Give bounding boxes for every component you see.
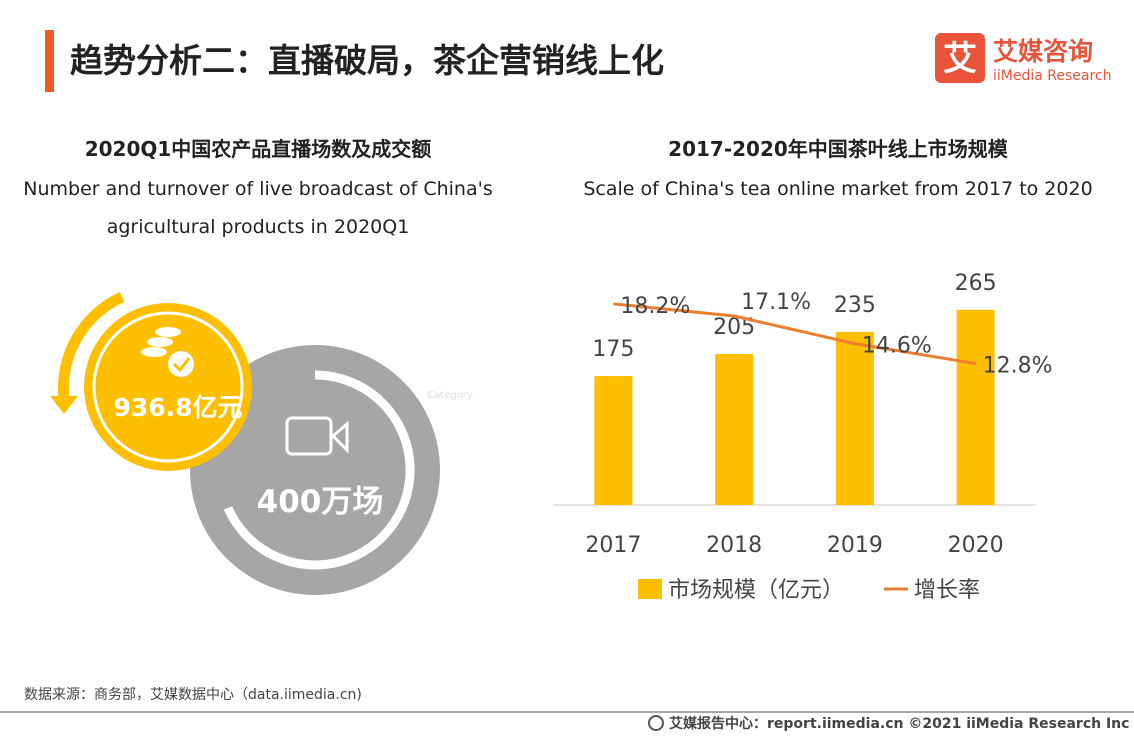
credit: 艾媒报告中心：report.iimedia.cn ©2021 iiMedia R… <box>669 715 1129 732</box>
x-tick-label: 2020 <box>948 533 1004 558</box>
bar-label: 175 <box>592 337 634 362</box>
legend-swatch <box>638 579 662 599</box>
turnover-ring <box>92 311 244 463</box>
legend-label: 增长率 <box>914 578 980 603</box>
source: 数据来源：商务部，艾媒数据中心（data.iimedia.cn) <box>24 687 362 703</box>
line-label: 17.1% <box>741 290 811 315</box>
logo-mark: 艾 <box>943 39 977 79</box>
bar <box>715 353 754 505</box>
bar-label: 265 <box>955 271 997 296</box>
placeholder: Category <box>427 390 473 401</box>
turnover-value: 936.8亿元 <box>113 393 242 422</box>
chart-subtitle: Scale of China's tea online market from … <box>583 178 1092 200</box>
logo-en: iiMedia Research <box>993 68 1112 84</box>
bar <box>956 309 995 505</box>
left-title: 2020Q1中国农产品直播场数及成交额 <box>85 137 432 161</box>
line-label: 14.6% <box>862 334 932 359</box>
chart-title: 2017-2020年中国茶叶线上市场规模 <box>668 137 1009 161</box>
sessions-value: 400万场 <box>257 484 384 520</box>
x-tick-label: 2017 <box>585 533 641 558</box>
page-title: 趋势分析二：直播破局，茶企营销线上化 <box>70 41 664 80</box>
line-label: 12.8% <box>983 354 1053 379</box>
line-label: 18.2% <box>620 294 690 319</box>
x-tick-label: 2019 <box>827 533 883 558</box>
logo-cn: 艾媒咨询 <box>993 37 1093 66</box>
sessions-circle <box>190 345 440 595</box>
turnover-arrow <box>58 291 125 399</box>
check-icon <box>172 357 191 373</box>
check-icon <box>168 351 194 377</box>
logo-mark-bg <box>935 33 985 83</box>
legend-label: 市场规模（亿元） <box>668 578 844 603</box>
x-tick-label: 2018 <box>706 533 762 558</box>
bar <box>835 331 874 505</box>
turnover-circle <box>84 303 252 471</box>
bar <box>594 376 633 505</box>
globe-icon <box>648 715 664 731</box>
coin-icon <box>155 327 181 337</box>
coin-icon <box>147 337 173 347</box>
title-accent <box>45 30 54 92</box>
video-icon <box>330 420 349 454</box>
turnover-arrow <box>50 396 78 414</box>
coin-icon <box>141 347 167 357</box>
line <box>613 302 976 366</box>
bar-label: 235 <box>834 293 876 318</box>
left-subtitle: agricultural products in 2020Q1 <box>107 216 410 238</box>
sessions-arc <box>223 370 415 570</box>
left-subtitle: Number and turnover of live broadcast of… <box>23 178 492 200</box>
